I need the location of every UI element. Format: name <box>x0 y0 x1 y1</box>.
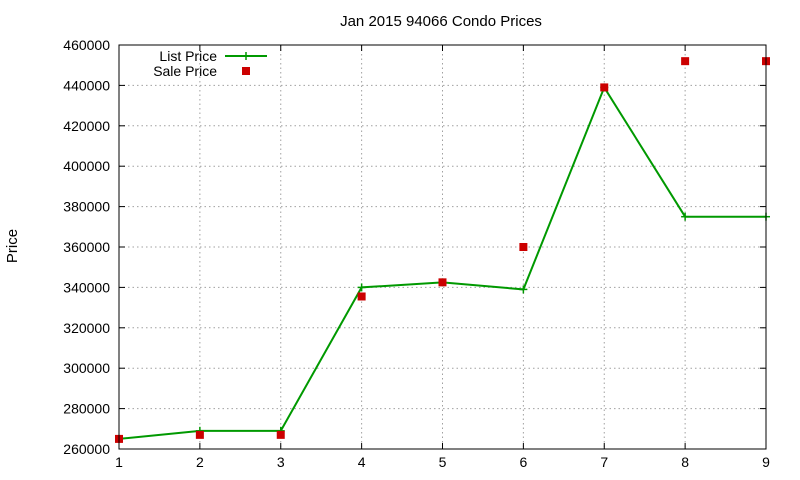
legend-marker-sale-price <box>242 67 250 75</box>
y-tick-label: 280000 <box>63 401 110 417</box>
y-tick-label: 260000 <box>63 441 110 457</box>
sale-price-point <box>519 243 528 251</box>
y-tick-label: 380000 <box>63 199 110 215</box>
x-tick-label: 5 <box>439 454 447 470</box>
y-tick-label: 340000 <box>63 279 110 295</box>
y-tick-label: 320000 <box>63 320 110 336</box>
x-tick-label: 4 <box>358 454 366 470</box>
x-tick-label: 3 <box>277 454 285 470</box>
plot-area <box>115 57 770 443</box>
legend-label-sale-price: Sale Price <box>153 63 217 79</box>
grid <box>119 45 766 449</box>
legend-marker-list-price <box>242 52 250 60</box>
list-price-point <box>519 285 528 294</box>
x-tick-labels: 1 2 3 4 5 6 7 8 9 <box>115 454 770 470</box>
sale-price-point <box>357 292 366 301</box>
x-tick-label: 2 <box>196 454 204 470</box>
y-tick-label: 460000 <box>63 37 110 53</box>
sale-price-point <box>438 278 447 287</box>
y-tick-label: 300000 <box>63 360 110 376</box>
list-price-point <box>357 283 366 292</box>
legend-label-list-price: List Price <box>159 48 217 64</box>
y-tick-label: 440000 <box>63 77 110 93</box>
y-tick-labels: 260000 280000 300000 320000 340000 360000 3800… <box>63 37 110 457</box>
x-tick-label: 8 <box>681 454 689 470</box>
list-price-point <box>681 212 690 221</box>
plot-frame <box>118 44 767 450</box>
y-tick-label: 400000 <box>63 158 110 174</box>
x-tick-label: 6 <box>519 454 527 470</box>
sale-price-point <box>276 430 285 439</box>
sale-price-point <box>600 83 609 92</box>
x-tick-label: 9 <box>762 454 770 470</box>
sale-price-point <box>681 57 690 66</box>
sale-price-point <box>195 430 204 439</box>
x-tick-label: 1 <box>115 454 123 470</box>
y-tick-label: 360000 <box>63 239 110 255</box>
y-axis-label: Price <box>4 229 21 263</box>
x-tick-label: 7 <box>600 454 608 470</box>
y-tick-label: 420000 <box>63 118 110 134</box>
chart-title: Jan 2015 94066 Condo Prices <box>340 13 542 30</box>
